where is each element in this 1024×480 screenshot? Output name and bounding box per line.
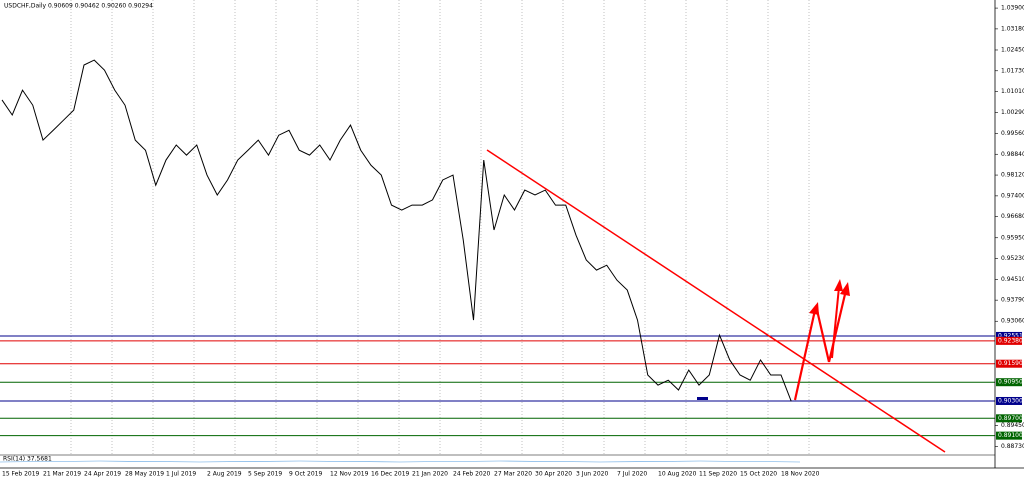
y-tick-label: 0.93060 bbox=[1001, 318, 1024, 325]
y-tick-label: 0.98840 bbox=[1001, 151, 1024, 158]
y-tick-label: 1.01730 bbox=[1001, 67, 1024, 74]
level-tag bbox=[996, 414, 1022, 423]
y-tick-label: 1.01010 bbox=[1001, 88, 1024, 95]
x-tick-label: 3 Jun 2020 bbox=[576, 471, 608, 478]
level-label: 0.89100 bbox=[998, 432, 1023, 439]
level-label: 0.91590 bbox=[998, 360, 1023, 367]
x-tick-label: 11 Sep 2020 bbox=[699, 471, 737, 478]
arrow bbox=[831, 286, 840, 359]
x-tick-label: 15 Oct 2020 bbox=[740, 471, 777, 478]
level-label: 0.89700 bbox=[998, 415, 1023, 422]
y-tick-label: 1.00290 bbox=[1001, 109, 1024, 116]
arrowhead bbox=[834, 279, 843, 291]
level-label: 0.90950 bbox=[998, 379, 1023, 386]
x-tick-label: 21 Jan 2020 bbox=[412, 471, 448, 478]
arrowhead bbox=[840, 282, 850, 296]
grid-layer bbox=[70, 0, 810, 455]
level-label: 0.92380 bbox=[998, 337, 1023, 344]
level-tag bbox=[996, 378, 1022, 387]
level-label: 0.92551 bbox=[998, 332, 1023, 339]
x-tick-label: 28 May 2019 bbox=[125, 471, 164, 478]
y-tick-label: 0.95950 bbox=[1001, 234, 1024, 241]
y-tick-label: 0.88730 bbox=[1001, 443, 1024, 450]
y-tick-label: 0.93790 bbox=[1001, 297, 1024, 304]
x-tick-label: 18 Nov 2020 bbox=[781, 471, 820, 478]
level-layer bbox=[0, 335, 995, 437]
y-tick-label: 1.03180 bbox=[1001, 25, 1024, 32]
x-tick-label: 1 Jul 2019 bbox=[166, 471, 196, 478]
x-tick-label: 2 Aug 2019 bbox=[207, 471, 242, 478]
indicator-label: RSI(14) 37.5681 bbox=[3, 456, 52, 463]
y-tick-label: 0.99560 bbox=[1001, 130, 1024, 137]
x-tick-label: 24 Feb 2020 bbox=[453, 471, 491, 478]
arrow bbox=[793, 309, 817, 401]
x-tick-label: 21 Mar 2019 bbox=[43, 471, 81, 478]
level-tag bbox=[996, 431, 1022, 440]
y-tick-label: 0.97400 bbox=[1001, 192, 1024, 199]
marker bbox=[697, 397, 708, 400]
y-tick-label: 0.89450 bbox=[1001, 422, 1024, 429]
price-layer bbox=[1, 59, 792, 402]
level-tag bbox=[996, 359, 1022, 368]
chart-title: USDCHF,Daily 0.90609 0.90462 0.90260 0.9… bbox=[4, 3, 153, 10]
x-tick-label: 15 Feb 2019 bbox=[2, 471, 40, 478]
price-line bbox=[1, 59, 792, 402]
level-tag bbox=[996, 331, 1022, 340]
x-tick-label: 10 Aug 2020 bbox=[658, 471, 697, 478]
y-tick-label: 1.02450 bbox=[1001, 46, 1024, 53]
x-tick-label: 9 Oct 2019 bbox=[289, 471, 322, 478]
y-tick-label: 0.98120 bbox=[1001, 172, 1024, 179]
x-tick-label: 12 Nov 2019 bbox=[330, 471, 369, 478]
x-tick-label: 24 Apr 2019 bbox=[84, 471, 121, 478]
x-tick-label: 30 Apr 2020 bbox=[535, 471, 572, 478]
x-tick-label: 5 Sep 2019 bbox=[248, 471, 282, 478]
x-tick-label: 16 Dec 2019 bbox=[371, 471, 410, 478]
y-tick-label: 0.94510 bbox=[1001, 276, 1024, 283]
x-tick-label: 7 Jul 2020 bbox=[617, 471, 647, 478]
arrow bbox=[815, 309, 831, 363]
level-tag bbox=[996, 396, 1022, 405]
level-label: 0.90300 bbox=[998, 397, 1023, 404]
y-tick-label: 0.95230 bbox=[1001, 255, 1024, 262]
y-tick-label: 0.96680 bbox=[1001, 213, 1024, 220]
x-tick-label: 27 Mar 2020 bbox=[494, 471, 532, 478]
trend-line bbox=[486, 149, 946, 453]
y-tick-label: 1.03900 bbox=[1001, 5, 1024, 12]
level-tag bbox=[996, 336, 1022, 345]
indicator-line bbox=[0, 460, 801, 463]
